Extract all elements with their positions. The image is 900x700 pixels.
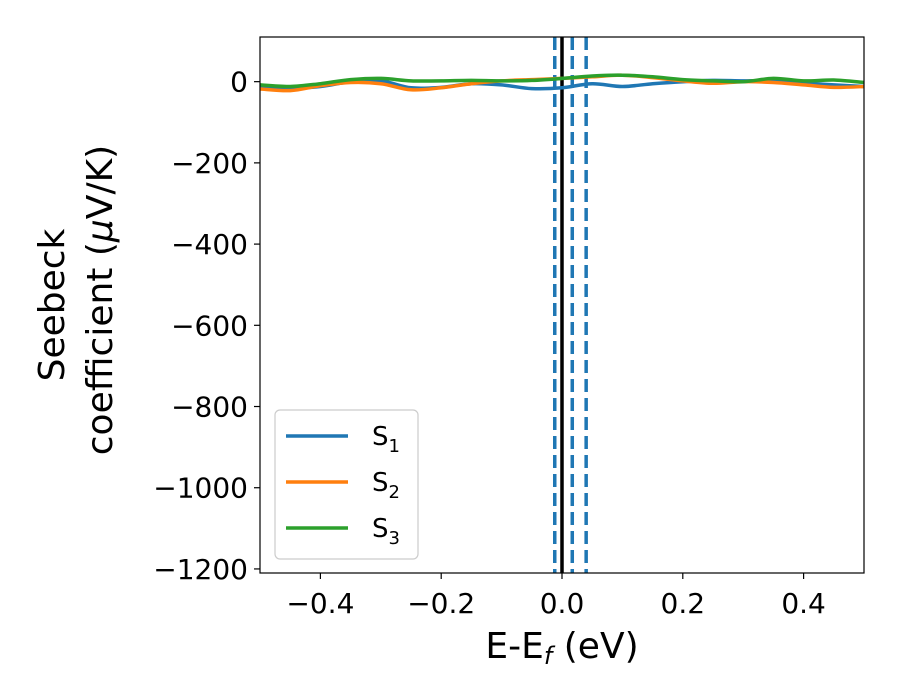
x-axis-label: E-Ef (eV) xyxy=(485,626,638,670)
y-tick-label: −200 xyxy=(171,147,248,180)
legend-label-s2: S2 xyxy=(372,468,400,503)
x-tick-label: 0.0 xyxy=(540,587,585,620)
y-tick-label: −1200 xyxy=(153,553,248,586)
y-tick-label: −400 xyxy=(171,228,248,261)
y-axis-ticks: 0 −200 −400 −600 −800 −1000 −1200 xyxy=(153,66,260,586)
y-tick-label: −800 xyxy=(171,391,248,424)
legend: S1 S2 S3 xyxy=(274,409,419,560)
y-tick-label: −1000 xyxy=(153,472,248,505)
series-lines xyxy=(260,73,864,93)
legend-box xyxy=(274,409,419,560)
y-axis-label-line2: coefficient (μV/K) xyxy=(80,145,121,455)
y-tick-label: −600 xyxy=(171,309,248,342)
legend-label-s3: S3 xyxy=(372,514,400,549)
reference-lines xyxy=(553,37,588,573)
y-axis-label-line1: Seebeck xyxy=(32,228,73,381)
x-tick-label: 0.4 xyxy=(781,587,826,620)
x-tick-label: −0.2 xyxy=(407,587,475,620)
x-axis-ticks: −0.4 −0.2 0.0 0.2 0.4 xyxy=(286,573,826,620)
series-line-s3 xyxy=(260,73,864,89)
y-tick-label: 0 xyxy=(230,66,248,99)
legend-label-s1: S1 xyxy=(372,422,400,457)
x-tick-label: 0.2 xyxy=(661,587,706,620)
x-tick-label: −0.4 xyxy=(286,587,354,620)
